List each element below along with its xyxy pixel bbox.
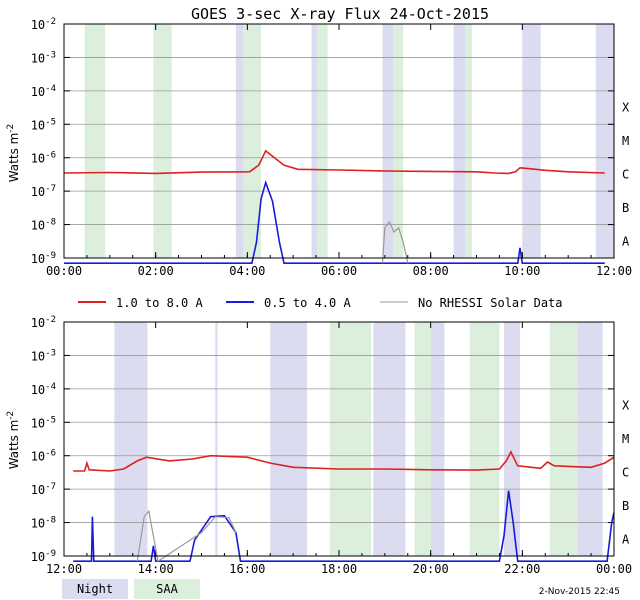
night-band [373, 322, 406, 556]
saa-band [469, 322, 500, 556]
timestamp: 2-Nov-2015 22:45 [539, 587, 620, 597]
saa-band [153, 24, 172, 258]
night-band [453, 24, 466, 258]
class-label: X [622, 101, 630, 115]
class-label: B [622, 201, 629, 215]
saa-legend-swatch [134, 579, 200, 599]
night-band [215, 322, 218, 556]
plot-frame [63, 321, 615, 557]
series-line [63, 149, 605, 175]
saa-band [414, 322, 431, 556]
series-line [73, 450, 615, 472]
x-tick-label: 04:00 [229, 264, 265, 278]
series-line [64, 180, 605, 264]
saa-band [549, 322, 578, 556]
saa-band [243, 24, 262, 258]
y-tick-label: 10-4 [31, 382, 56, 397]
class-label: A [622, 532, 630, 546]
y-tick-label: 10-7 [31, 482, 56, 497]
y-tick-label: 10-8 [31, 516, 56, 531]
night-band [382, 24, 394, 258]
band-layer [114, 322, 603, 556]
series-line [381, 220, 409, 264]
panel-bottom: Watts m-2 10-2 10-3 10-4 10-5 10-6 10-7 10-8 10… [6, 315, 632, 576]
y-tick-label: 10-2 [31, 315, 56, 330]
y-tick-label: 10-6 [31, 151, 56, 166]
y-tick-label: 10-9 [31, 251, 56, 266]
class-label: C [622, 167, 629, 181]
saa-band [329, 322, 372, 556]
series-line [73, 490, 615, 562]
x-tick-label: 18:00 [321, 562, 357, 576]
night-band [522, 24, 541, 258]
plot-frame [63, 23, 615, 259]
series-line [136, 509, 237, 563]
night-band [311, 24, 317, 258]
class-label: X [622, 399, 630, 413]
x-tick-label: 12:00 [46, 562, 82, 576]
y-tick-label: 10-5 [31, 117, 56, 132]
saa-legend-label: SAA [156, 582, 178, 596]
y-tick-label: 10-3 [31, 348, 56, 363]
band-layer [84, 24, 614, 258]
panel-top: Watts m-2 10-2 10-3 10-4 10-5 10-6 10-7 10-8 10… [6, 17, 632, 278]
saa-band [465, 24, 472, 258]
legend-short-label: 0.5 to 4.0 A [264, 296, 351, 310]
y-tick-label: 10-4 [31, 84, 56, 99]
saa-band [317, 24, 328, 258]
x-tick-label: 20:00 [413, 562, 449, 576]
x-tick-label: 14:00 [138, 562, 174, 576]
x-tick-label: 08:00 [413, 264, 449, 278]
y-tick-label: 10-8 [31, 218, 56, 233]
band-legend: Night SAA [62, 579, 200, 599]
chart-title: GOES 3-sec X-ray Flux 24-Oct-2015 [191, 5, 489, 23]
x-tick-label: 06:00 [321, 264, 357, 278]
legend: 1.0 to 8.0 A 0.5 to 4.0 A No RHESSI Sola… [78, 296, 563, 310]
x-tick-label: 00:00 [596, 562, 632, 576]
night-band [114, 322, 148, 556]
night-legend-label: Night [77, 582, 113, 596]
class-label: A [622, 234, 630, 248]
y-tick-label: 10-3 [31, 50, 56, 65]
x-tick-label: 12:00 [596, 264, 632, 278]
y-tick-label: 10-9 [31, 549, 56, 564]
y-tick-label: 10-5 [31, 415, 56, 430]
night-legend-swatch [62, 579, 128, 599]
y-tick-label: 10-2 [31, 17, 56, 32]
x-tick-label: 00:00 [46, 264, 82, 278]
class-label: C [622, 465, 629, 479]
night-band [577, 322, 603, 556]
y-tick-label: 10-6 [31, 449, 56, 464]
saa-band [84, 24, 106, 258]
y-axis-label-top: Watts m-2 [6, 124, 21, 183]
legend-nodata-label: No RHESSI Solar Data [418, 296, 563, 310]
legend-long-label: 1.0 to 8.0 A [116, 296, 203, 310]
x-tick-label: 22:00 [504, 562, 540, 576]
class-label: M [622, 432, 629, 446]
night-band [430, 322, 445, 556]
night-band [235, 24, 244, 258]
y-tick-label: 10-7 [31, 184, 56, 199]
x-tick-label: 02:00 [138, 264, 174, 278]
class-label: M [622, 134, 629, 148]
saa-band [393, 24, 404, 258]
night-band [270, 322, 307, 556]
x-tick-label: 16:00 [229, 562, 265, 576]
y-axis-label-bottom: Watts m-2 [6, 411, 21, 470]
x-tick-label: 10:00 [504, 264, 540, 278]
night-band [595, 24, 614, 258]
class-label: B [622, 499, 629, 513]
night-band [504, 322, 521, 556]
